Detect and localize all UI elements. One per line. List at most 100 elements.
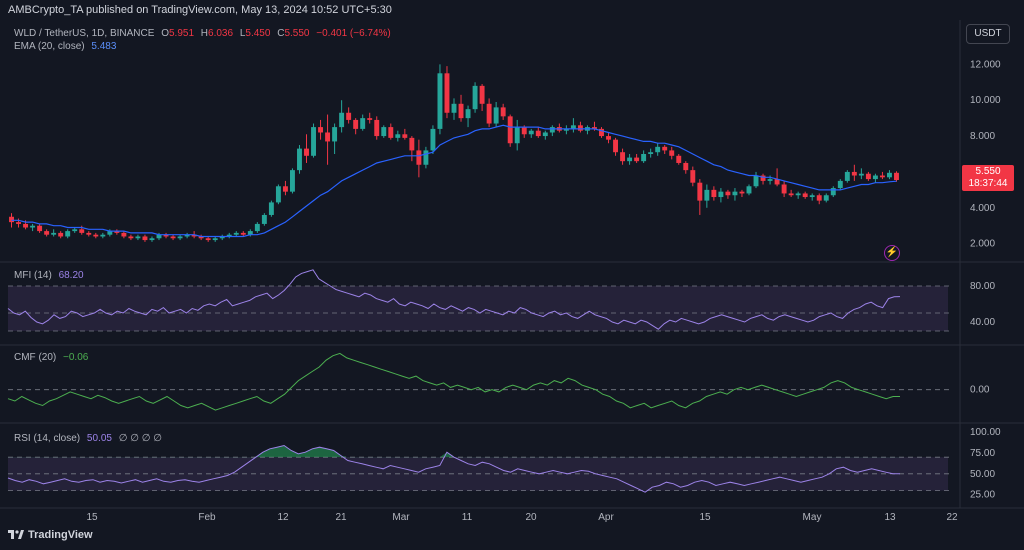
candle-body <box>767 179 773 181</box>
cmf-label[interactable]: CMF (20) <box>14 352 57 363</box>
candle-body <box>802 193 808 198</box>
rsi-tick-label: 75.00 <box>970 448 995 459</box>
candle-body <box>795 193 801 196</box>
candle-body <box>662 146 668 151</box>
close-value: 5.550 <box>284 28 310 39</box>
candle-body <box>156 234 162 239</box>
candle-body <box>240 232 246 235</box>
candle-body <box>542 132 548 137</box>
x-tick-label: 11 <box>462 512 473 523</box>
candle-body <box>346 112 352 120</box>
candle-body <box>535 130 541 137</box>
rsi-tick-label: 100.00 <box>970 427 1001 438</box>
last-price: 5.550 <box>975 166 1001 177</box>
candle-body <box>774 179 780 185</box>
rsi-extras: ∅ ∅ ∅ ∅ <box>118 433 162 444</box>
ema-label[interactable]: EMA (20, close) <box>14 41 85 52</box>
candle-body <box>865 173 871 180</box>
mfi-value: 68.20 <box>58 270 84 281</box>
price-tick-label: 12.000 <box>970 59 1001 70</box>
candle-body <box>23 223 29 228</box>
mfi-tick-label: 80.00 <box>970 281 995 292</box>
candle-body <box>233 232 239 235</box>
candle-body <box>528 130 534 135</box>
candle-body <box>894 172 899 180</box>
candle-body <box>121 232 127 237</box>
candle-body <box>858 173 864 176</box>
price-tick-label: 10.000 <box>970 95 1001 106</box>
candle-body <box>30 225 36 228</box>
candle-body <box>16 222 21 224</box>
candle-body <box>163 234 169 237</box>
candle-body <box>311 127 316 156</box>
candle-body <box>844 171 850 181</box>
mfi-label[interactable]: MFI (14) <box>14 270 52 281</box>
candle-body <box>711 189 717 198</box>
candle-body <box>655 146 661 153</box>
candle-body <box>51 232 57 235</box>
cmf-legend: CMF (20) −0.06 <box>14 352 92 363</box>
currency-button[interactable]: USDT <box>966 24 1010 44</box>
candle-body <box>620 152 626 162</box>
close-label: C <box>277 28 285 39</box>
candle-body <box>65 231 71 237</box>
candle-body <box>114 231 120 233</box>
candle-body <box>760 175 766 181</box>
candle-body <box>507 116 513 144</box>
candle-body <box>641 154 647 162</box>
open-label: O <box>161 28 169 39</box>
candle-body <box>149 238 155 241</box>
candle-body <box>360 118 366 129</box>
candle-body <box>402 134 408 138</box>
mfi-band <box>8 286 948 331</box>
rsi-tick-label: 25.00 <box>970 490 995 501</box>
bar-countdown: 18:37:44 <box>968 178 1008 189</box>
candle-body <box>830 188 836 196</box>
price-tick-label: 2.000 <box>970 239 995 250</box>
candle-body <box>332 127 338 142</box>
rsi-line <box>7 444 900 493</box>
candle-body <box>226 234 232 237</box>
lightning-icon[interactable]: ⚡ <box>884 245 900 261</box>
candle-body <box>261 214 267 224</box>
candle-body <box>500 107 506 117</box>
tradingview-logo[interactable]: TradingView <box>8 529 93 541</box>
candle-body <box>599 128 604 137</box>
candle-body <box>423 150 429 165</box>
candle-body <box>142 236 148 241</box>
mfi-tick-label: 40.00 <box>970 317 995 328</box>
candle-body <box>837 180 843 189</box>
candle-body <box>86 232 92 235</box>
candle-body <box>627 157 633 162</box>
candle-body <box>37 225 43 232</box>
candle-body <box>93 234 99 237</box>
mfi-legend: MFI (14) 68.20 <box>14 270 88 281</box>
candle-body <box>458 103 464 119</box>
rsi-label[interactable]: RSI (14, close) <box>14 433 81 444</box>
candle-body <box>135 236 141 239</box>
change-value: −0.401 (−6.74%) <box>316 28 391 39</box>
candle-body <box>128 236 134 239</box>
candle-body <box>205 238 211 241</box>
candle-body <box>479 85 485 104</box>
candle-body <box>809 195 815 198</box>
candle-body <box>746 186 752 194</box>
candle-body <box>44 231 50 235</box>
x-tick-label: 12 <box>277 512 289 523</box>
cmf-line <box>7 352 900 411</box>
candle-body <box>9 216 14 223</box>
candle-body <box>451 103 457 113</box>
ema-value: 5.483 <box>91 41 117 52</box>
publisher-text: AMBCrypto_TA published on TradingView.co… <box>8 4 392 16</box>
candle-body <box>79 229 85 233</box>
symbol-name[interactable]: WLD / TetherUS, 1D, BINANCE <box>14 28 155 39</box>
candle-body <box>514 127 520 144</box>
price-tick-label: 4.000 <box>970 203 995 214</box>
candle-body <box>486 103 492 124</box>
low-label: L <box>239 28 246 39</box>
candle-body <box>648 152 654 154</box>
candle-body <box>170 236 176 239</box>
candle-body <box>634 157 640 162</box>
candle-body <box>753 175 759 187</box>
